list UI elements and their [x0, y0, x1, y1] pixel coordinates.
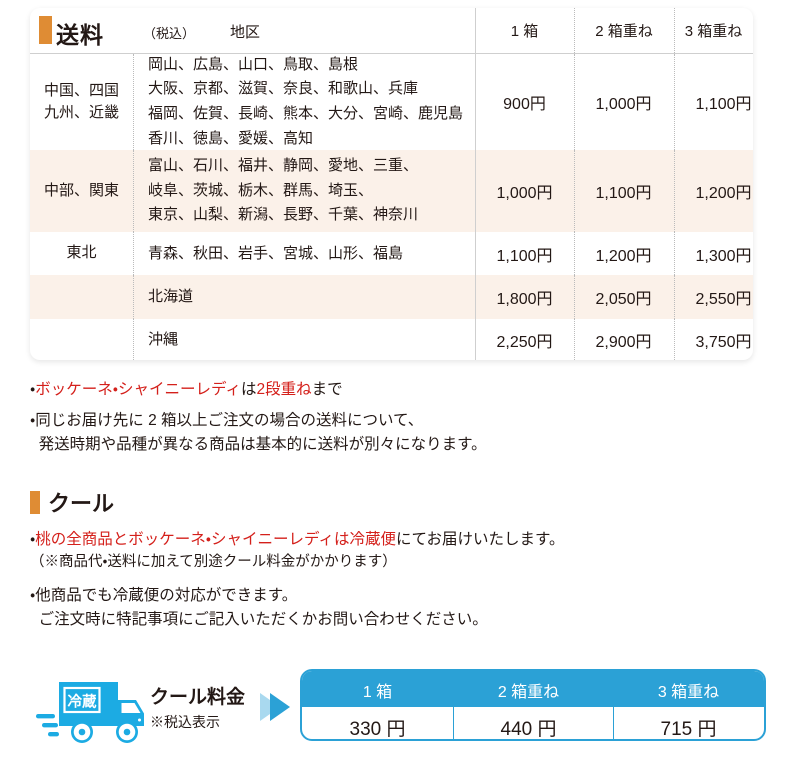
svg-text:冷蔵: 冷蔵 [68, 693, 97, 711]
